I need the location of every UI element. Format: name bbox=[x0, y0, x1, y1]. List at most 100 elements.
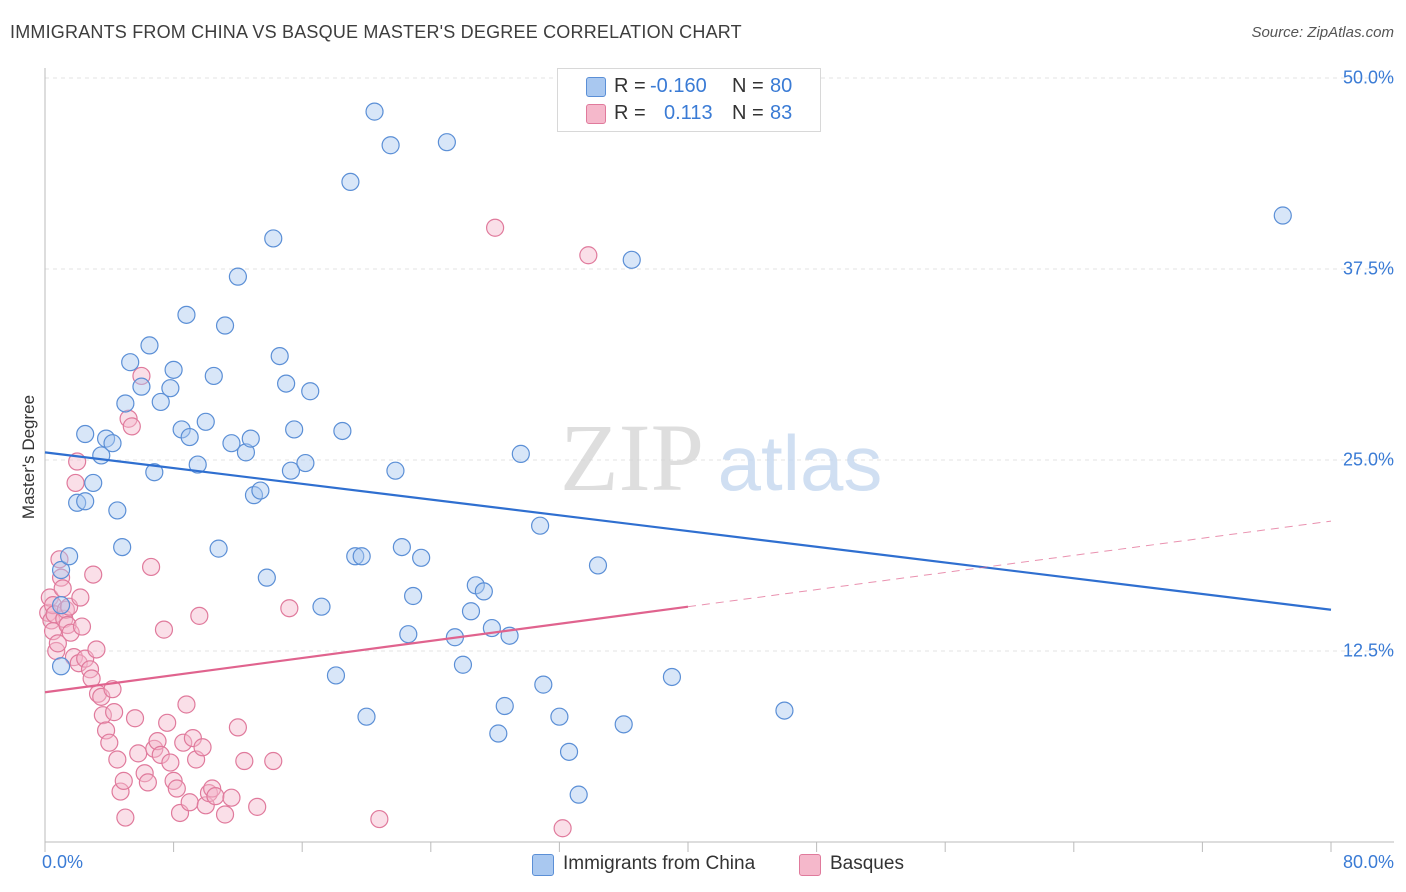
china-point bbox=[559, 742, 579, 761]
basque-point bbox=[174, 733, 193, 752]
basque-point bbox=[138, 773, 157, 792]
china-point bbox=[103, 434, 122, 453]
china-point bbox=[76, 424, 95, 444]
china-point bbox=[531, 516, 550, 535]
china-point bbox=[132, 377, 151, 396]
basque-point bbox=[579, 246, 598, 265]
legend-stats: R = -0.160 N = 80 R = 0.113 N = 83 bbox=[557, 68, 821, 132]
legend-series: Immigrants from China Basques bbox=[0, 852, 1406, 878]
china-point bbox=[228, 267, 247, 286]
china-point bbox=[474, 582, 493, 601]
legend-n-value-china: 80 bbox=[770, 75, 793, 97]
basque-point bbox=[72, 617, 92, 636]
basque-point bbox=[45, 605, 64, 624]
china-point bbox=[277, 374, 296, 393]
watermark-atlas: atlas bbox=[718, 419, 883, 507]
china-point bbox=[399, 625, 418, 644]
basque-point bbox=[222, 788, 241, 807]
basque-point bbox=[61, 623, 80, 642]
china-point bbox=[164, 360, 183, 379]
y-tick-label: 50.0% bbox=[1342, 67, 1394, 88]
basque-point bbox=[93, 706, 112, 725]
china-point bbox=[270, 346, 289, 366]
x-tick-min: 0.0% bbox=[42, 852, 84, 872]
china-point bbox=[196, 412, 215, 431]
basque-point bbox=[114, 771, 133, 790]
china-point bbox=[264, 229, 283, 248]
china-point bbox=[241, 429, 260, 448]
china-point bbox=[341, 172, 360, 192]
china-point bbox=[60, 547, 79, 566]
basque-point bbox=[264, 751, 283, 771]
china-point bbox=[662, 667, 682, 687]
china-point bbox=[550, 707, 569, 726]
y-tick-label: 37.5% bbox=[1342, 258, 1394, 279]
y-tick-label: 12.5% bbox=[1342, 640, 1394, 661]
basque-point bbox=[215, 805, 235, 824]
legend-n-value-basque: 83 bbox=[770, 102, 793, 124]
china-point bbox=[236, 443, 256, 462]
basque-point bbox=[116, 808, 135, 827]
basque-point bbox=[248, 797, 267, 816]
china-point bbox=[188, 455, 207, 474]
basque-point bbox=[486, 218, 505, 237]
legend-n-label: N = bbox=[732, 75, 764, 97]
basque-point bbox=[84, 565, 103, 584]
china-point bbox=[346, 547, 365, 566]
legend-n-label: N = bbox=[732, 102, 764, 124]
basque-point bbox=[125, 709, 145, 728]
basque-point bbox=[53, 579, 72, 598]
china-point bbox=[222, 434, 241, 453]
china-point bbox=[622, 250, 641, 269]
china-point bbox=[84, 473, 103, 493]
china-point bbox=[285, 420, 304, 439]
legend-label-basque: Basques bbox=[830, 853, 904, 874]
china-point bbox=[180, 427, 199, 447]
basque-point bbox=[132, 366, 151, 386]
basque-point bbox=[228, 718, 247, 737]
china-point bbox=[437, 133, 456, 152]
china-point bbox=[404, 586, 423, 606]
basque-point bbox=[129, 744, 148, 763]
basque-point bbox=[87, 640, 106, 659]
china-point bbox=[140, 336, 159, 355]
china-point bbox=[333, 421, 352, 441]
basque-point bbox=[167, 779, 186, 798]
china-point bbox=[51, 657, 71, 676]
china-point bbox=[281, 461, 301, 480]
basque-point bbox=[141, 557, 161, 577]
basque-point bbox=[80, 660, 100, 679]
basque-point bbox=[111, 782, 130, 801]
legend-label-china: Immigrants from China bbox=[563, 853, 756, 874]
basque-point bbox=[108, 750, 127, 769]
china-trend-line bbox=[44, 451, 1332, 611]
basque-point bbox=[71, 588, 90, 607]
watermark-zip: ZIP bbox=[560, 404, 704, 511]
legend-r-label: R = bbox=[614, 102, 646, 124]
china-point bbox=[511, 444, 530, 463]
china-point bbox=[534, 675, 553, 694]
china-point bbox=[151, 392, 170, 412]
basque-point bbox=[553, 819, 572, 838]
trend-lines bbox=[44, 451, 1332, 694]
basque-point bbox=[161, 753, 180, 772]
china-point bbox=[145, 463, 164, 482]
china-point bbox=[588, 556, 608, 575]
basque-point bbox=[105, 703, 124, 722]
basque-point bbox=[154, 620, 174, 639]
basque-point bbox=[183, 728, 202, 748]
legend-r-label: R = bbox=[614, 75, 646, 97]
china-point bbox=[51, 596, 71, 615]
china-point bbox=[116, 394, 135, 413]
basque-point bbox=[122, 417, 141, 436]
china-point bbox=[177, 305, 196, 324]
china-point bbox=[453, 655, 473, 674]
china-point bbox=[381, 136, 400, 155]
basque-points bbox=[39, 218, 598, 838]
china-point bbox=[386, 461, 405, 480]
china-point bbox=[257, 568, 276, 587]
china-point bbox=[161, 379, 180, 398]
basque-point bbox=[177, 695, 196, 714]
china-point bbox=[76, 492, 95, 511]
